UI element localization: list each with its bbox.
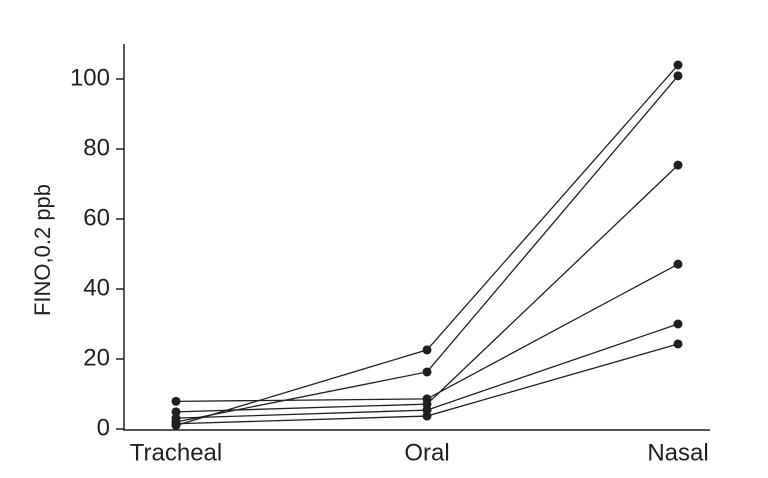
data-point [673,71,683,81]
data-point [171,419,181,429]
data-point [422,345,432,355]
y-tick-label: 20 [83,344,110,371]
series-line [175,263,679,402]
y-axis-label: FINO,0.2 ppb [30,184,55,316]
data-point [422,367,432,377]
data-point [673,339,683,349]
y-tick-label: 60 [83,204,110,231]
data-point [673,60,683,70]
data-point [673,259,683,269]
x-tick-label: Tracheal [130,439,222,466]
data-point [422,411,432,421]
y-tick-label: 0 [97,414,110,441]
y-tick-label: 80 [83,134,110,161]
data-point [171,396,181,406]
y-tick-label: 40 [83,274,110,301]
data-point [673,160,683,170]
x-tick-label: Oral [404,439,449,466]
data-point [171,407,181,417]
data-point [673,319,683,329]
x-tick-label: Nasal [647,439,708,466]
y-tick-label: 100 [70,64,110,91]
data-point [422,394,432,404]
